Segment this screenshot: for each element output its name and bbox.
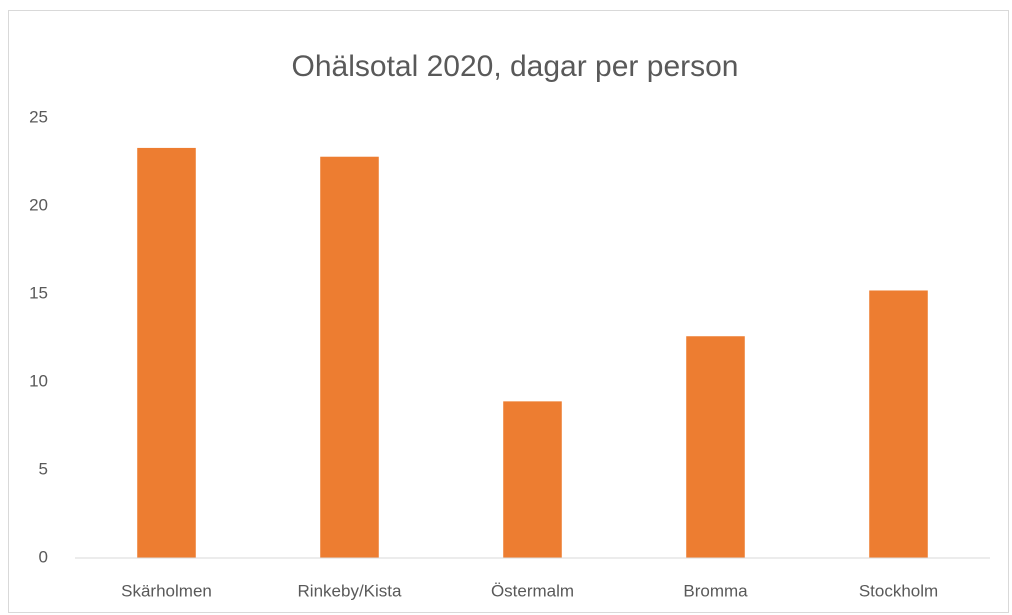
chart-title: Ohälsotal 2020, dagar per person xyxy=(292,50,739,83)
bar xyxy=(869,290,928,558)
y-tick-label: 10 xyxy=(29,371,48,390)
x-tick-label: Rinkeby/Kista xyxy=(298,581,402,600)
x-tick-label: Östermalm xyxy=(491,581,574,600)
y-tick-label: 20 xyxy=(29,195,48,214)
y-tick-label: 5 xyxy=(39,459,48,478)
bar xyxy=(686,336,745,558)
bar xyxy=(503,401,562,558)
bar xyxy=(320,156,379,558)
x-tick-label: Bromma xyxy=(683,581,748,600)
x-tick-label: Skärholmen xyxy=(121,581,212,600)
y-tick-label: 0 xyxy=(39,547,48,566)
x-tick-label: Stockholm xyxy=(859,581,938,600)
bar xyxy=(137,147,196,559)
y-tick-label: 25 xyxy=(29,107,48,126)
y-tick-label: 15 xyxy=(29,283,48,302)
